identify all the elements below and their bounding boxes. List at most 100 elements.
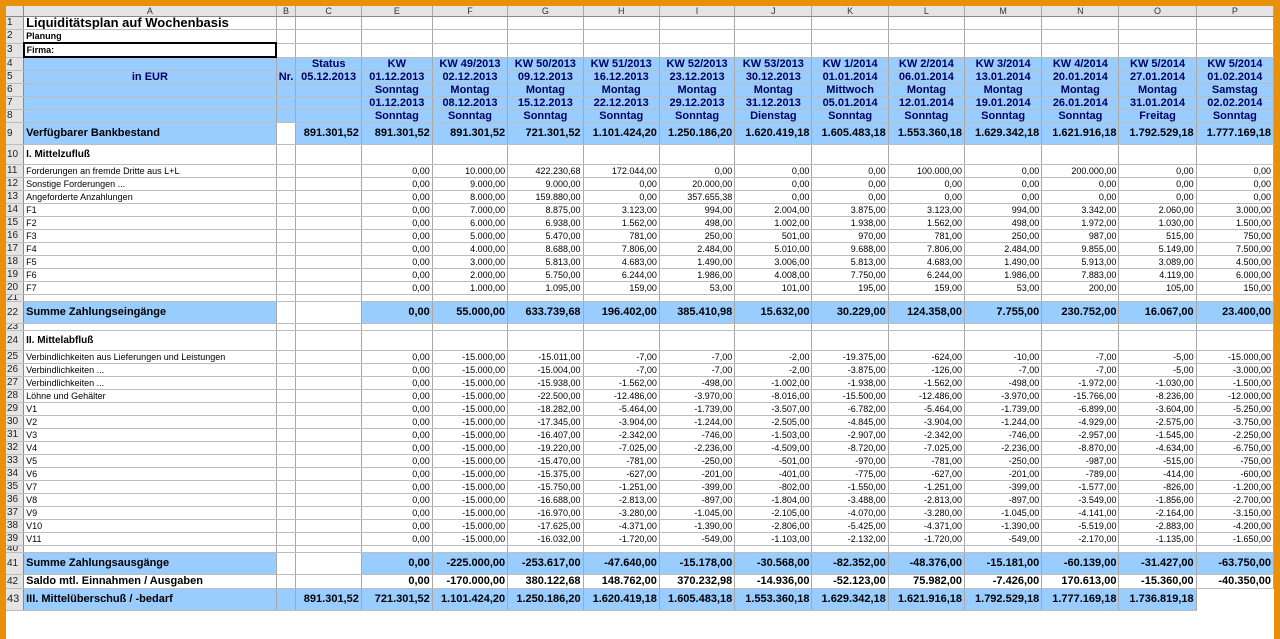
value-cell[interactable]: -8.016,00 (734, 389, 813, 403)
cell[interactable] (734, 545, 813, 553)
end-weekday[interactable]: Dienstag (734, 109, 813, 123)
row-header[interactable]: 26 (6, 363, 25, 377)
nr-label[interactable]: Nr. (276, 70, 297, 84)
value-cell[interactable]: -1.856,00 (1118, 493, 1197, 507)
value-cell[interactable]: 1.101.424,20 (583, 122, 660, 145)
value-cell[interactable]: 1.553.360,18 (734, 588, 813, 611)
currency-label[interactable]: in EUR (23, 70, 277, 84)
value-cell[interactable]: -1.720,00 (888, 532, 966, 546)
cell[interactable] (734, 330, 813, 351)
kw-header[interactable]: KW 3/2014 (964, 57, 1043, 71)
cell[interactable] (734, 43, 813, 58)
start-date[interactable]: 02.12.2013 (432, 70, 509, 84)
value-cell[interactable]: 994,00 (964, 203, 1043, 217)
cell[interactable] (276, 109, 297, 123)
value-cell[interactable]: 5.010,00 (734, 242, 813, 256)
cell[interactable] (295, 144, 362, 165)
cell[interactable] (276, 402, 297, 416)
value-cell[interactable]: -19.375,00 (811, 350, 889, 364)
outflow-row-label[interactable]: V1 (23, 402, 277, 416)
cell[interactable] (964, 545, 1043, 553)
value-cell[interactable]: -16.032,00 (507, 532, 584, 546)
cell[interactable] (276, 122, 297, 145)
value-cell[interactable]: 124.358,00 (888, 301, 966, 324)
start-date[interactable]: 09.12.2013 (507, 70, 584, 84)
column-header[interactable]: I (659, 6, 736, 17)
value-cell[interactable]: -12.000,00 (1196, 389, 1274, 403)
value-cell[interactable]: -15.000,00 (432, 441, 509, 455)
value-cell[interactable]: 105,00 (1118, 281, 1197, 295)
value-cell[interactable]: 0,00 (1041, 190, 1120, 204)
status-date[interactable]: 05.12.2013 (295, 70, 362, 84)
cell[interactable] (507, 323, 584, 331)
value-cell[interactable]: 1.002,00 (734, 216, 813, 230)
value-cell[interactable]: -1.045,00 (659, 506, 736, 520)
value-cell[interactable]: 1.000,00 (432, 281, 509, 295)
cell[interactable] (583, 330, 660, 351)
value-cell[interactable]: -16.970,00 (507, 506, 584, 520)
cell[interactable] (276, 255, 297, 269)
row-header[interactable]: 11 (6, 164, 25, 178)
value-cell[interactable]: 0,00 (361, 242, 433, 256)
value-cell[interactable]: 7.750,00 (811, 268, 889, 282)
value-cell[interactable]: -1.562,00 (888, 376, 966, 390)
column-header[interactable]: L (888, 6, 966, 17)
cell[interactable] (276, 177, 297, 191)
cell[interactable] (295, 545, 362, 553)
cell[interactable] (276, 588, 297, 611)
value-cell[interactable]: -627,00 (888, 467, 966, 481)
cell[interactable] (295, 301, 362, 324)
cell[interactable] (295, 519, 362, 533)
value-cell[interactable]: 5.913,00 (1041, 255, 1120, 269)
row-header[interactable]: 1 (6, 16, 25, 30)
cell[interactable] (1041, 294, 1120, 302)
end-weekday[interactable]: Sonntag (659, 109, 736, 123)
row-header[interactable]: 8 (6, 109, 25, 123)
row-header[interactable]: 15 (6, 216, 25, 230)
value-cell[interactable]: 970,00 (811, 229, 889, 243)
value-cell[interactable]: -8.870,00 (1041, 441, 1120, 455)
value-cell[interactable]: 0,00 (964, 177, 1043, 191)
cell[interactable] (276, 57, 297, 71)
cell[interactable] (295, 389, 362, 403)
value-cell[interactable]: 0,00 (1196, 164, 1274, 178)
outflow-row-label[interactable]: Verbindlichkeiten ... (23, 376, 277, 390)
cell[interactable] (23, 83, 277, 97)
value-cell[interactable]: 3.342,00 (1041, 203, 1120, 217)
value-cell[interactable]: 0,00 (361, 229, 433, 243)
value-cell[interactable]: 1.621.916,18 (888, 588, 966, 611)
value-cell[interactable]: 0,00 (361, 552, 433, 575)
outflow-row-label[interactable]: Löhne und Gehälter (23, 389, 277, 403)
value-cell[interactable]: 4.683,00 (583, 255, 660, 269)
cell[interactable] (276, 242, 297, 256)
value-cell[interactable]: -15.000,00 (432, 532, 509, 546)
row-header[interactable]: 13 (6, 190, 25, 204)
cell[interactable] (295, 190, 362, 204)
value-cell[interactable]: -15.000,00 (432, 467, 509, 481)
cell[interactable] (276, 506, 297, 520)
inflow-row-label[interactable]: Sonstige Forderungen ... (23, 177, 277, 191)
column-header[interactable]: F (432, 6, 509, 17)
value-cell[interactable]: -1.804,00 (734, 493, 813, 507)
row-header[interactable]: 4 (6, 57, 25, 71)
value-cell[interactable]: -2.813,00 (888, 493, 966, 507)
section-inflow-label[interactable]: I. Mittelzufluß (23, 144, 277, 165)
value-cell[interactable]: 633.739,68 (507, 301, 584, 324)
cell[interactable] (295, 203, 362, 217)
value-cell[interactable]: -15.178,00 (659, 552, 736, 575)
value-cell[interactable]: 6.938,00 (507, 216, 584, 230)
value-cell[interactable]: 1.095,00 (507, 281, 584, 295)
value-cell[interactable]: 1.605.483,18 (659, 588, 736, 611)
cell[interactable] (295, 83, 362, 97)
row-header[interactable]: 31 (6, 428, 25, 442)
value-cell[interactable]: 0,00 (361, 480, 433, 494)
value-cell[interactable]: -1.650,00 (1196, 532, 1274, 546)
end-date[interactable]: 31.12.2013 (734, 96, 813, 110)
value-cell[interactable]: -1.002,00 (734, 376, 813, 390)
cell[interactable] (1196, 294, 1274, 302)
cell[interactable] (295, 415, 362, 429)
end-date[interactable]: 26.01.2014 (1041, 96, 1120, 110)
value-cell[interactable]: 0,00 (361, 376, 433, 390)
cell[interactable] (583, 323, 660, 331)
value-cell[interactable]: -1.251,00 (888, 480, 966, 494)
